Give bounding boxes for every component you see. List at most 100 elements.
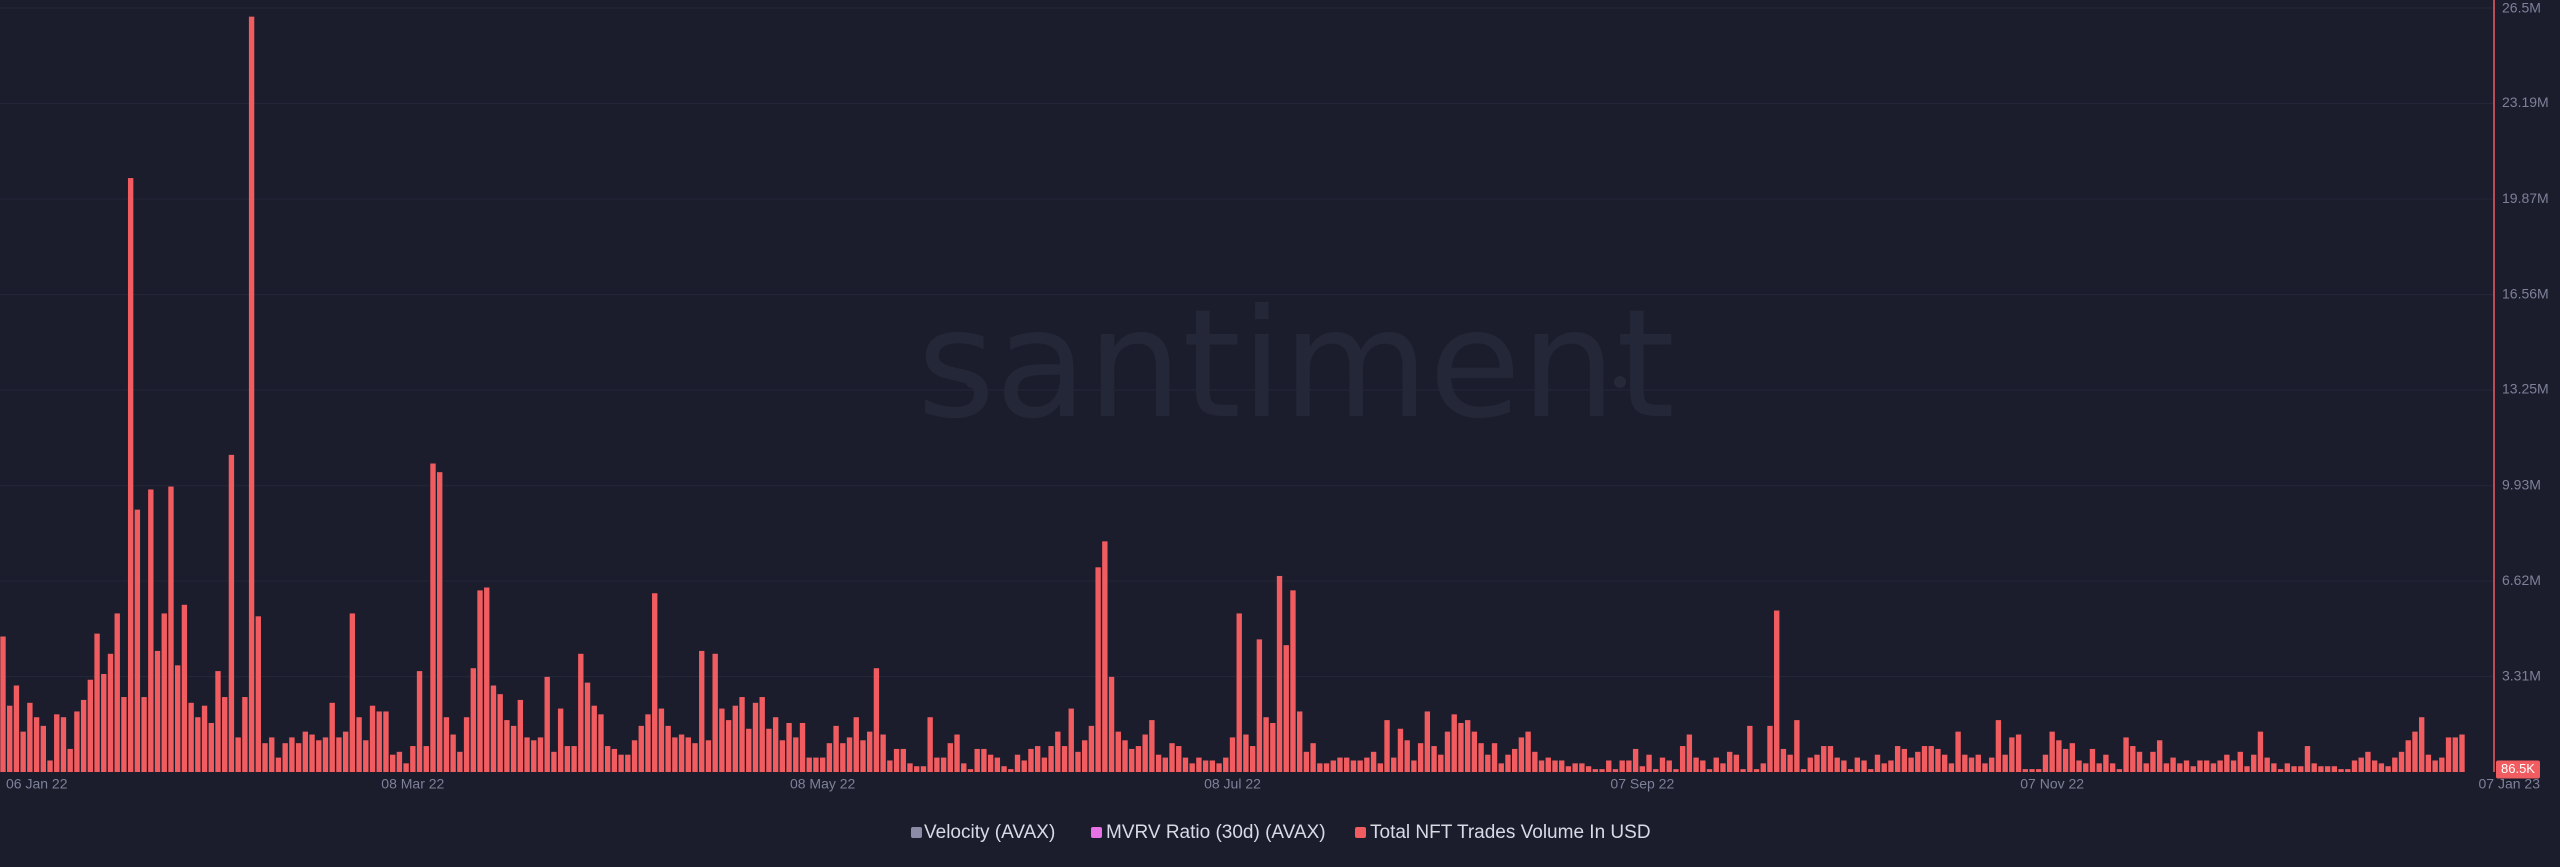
- latest-value-label: 86.5K: [2501, 761, 2535, 776]
- bar: [302, 731, 309, 772]
- bar: [107, 653, 114, 772]
- bar: [1626, 760, 1632, 772]
- bar: [1384, 720, 1390, 772]
- bar: [2244, 766, 2250, 772]
- legend-label: Velocity (AVAX): [924, 822, 1055, 843]
- bar: [1014, 754, 1021, 772]
- bar: [309, 734, 315, 772]
- bar: [1458, 722, 1464, 772]
- bar: [94, 633, 100, 772]
- bar: [2264, 757, 2270, 772]
- bar: [699, 650, 705, 772]
- bar: [1713, 757, 1719, 772]
- bar: [2304, 746, 2311, 772]
- x-tick-label: 06 Jan 22: [6, 776, 68, 792]
- bar: [692, 743, 698, 772]
- bar: [2217, 760, 2223, 772]
- bar: [1162, 757, 1169, 772]
- bar: [846, 737, 853, 772]
- bar: [1169, 743, 1175, 772]
- bar: [289, 737, 295, 772]
- bar: [389, 754, 396, 772]
- bar: [1807, 757, 1813, 772]
- bar: [2412, 731, 2418, 772]
- bar: [2210, 763, 2217, 772]
- bar: [2170, 757, 2176, 772]
- y-tick-label: 13.25M: [2502, 381, 2549, 397]
- bar: [2358, 757, 2364, 772]
- bar: [1794, 720, 1800, 772]
- bar: [1861, 760, 1867, 772]
- bar: [208, 722, 214, 772]
- bar: [1989, 757, 1995, 772]
- bar: [2109, 763, 2116, 772]
- bar: [457, 751, 463, 772]
- bar: [2291, 766, 2297, 772]
- bar: [1202, 760, 1209, 772]
- legend-swatch: [1355, 827, 1366, 838]
- bar: [2318, 766, 2324, 772]
- bar: [1612, 769, 1619, 772]
- bar: [1559, 760, 1565, 772]
- bar: [101, 673, 107, 772]
- bar: [860, 740, 866, 772]
- bar: [497, 694, 503, 772]
- bar: [336, 737, 342, 772]
- bar: [1357, 760, 1363, 772]
- bar: [1209, 760, 1216, 772]
- bar: [376, 711, 382, 772]
- bar: [1572, 763, 1578, 772]
- bar: [2069, 743, 2076, 772]
- bar: [1511, 748, 1518, 772]
- bar: [1639, 766, 1646, 772]
- bar: [1021, 760, 1027, 772]
- bar: [2177, 763, 2183, 772]
- bar: [1411, 760, 1417, 772]
- bar: [1827, 746, 1834, 772]
- bar: [188, 702, 194, 772]
- bar: [1948, 763, 1955, 772]
- bar: [967, 769, 974, 772]
- labels: 3.31M 6.62M 9.93M 13.25M 16.56M 19.87M 23.19M 2…: [6, 0, 2549, 792]
- bar: [759, 697, 765, 772]
- bar: [1915, 751, 1921, 772]
- bar: [2284, 763, 2291, 772]
- bar: [1256, 639, 1263, 772]
- bar: [1700, 760, 1706, 772]
- bar: [282, 743, 288, 772]
- bar: [652, 593, 658, 772]
- bar: [7, 705, 13, 772]
- bar: [1041, 757, 1048, 772]
- bar: [2345, 769, 2351, 772]
- bar: [1397, 728, 1404, 772]
- bar: [1317, 763, 1323, 772]
- bar: [222, 697, 228, 772]
- bar: [517, 699, 524, 772]
- bar: [13, 685, 20, 772]
- bar: [1296, 711, 1303, 772]
- bar: [1874, 754, 1881, 772]
- bar: [1404, 740, 1410, 772]
- bar: [2156, 740, 2163, 772]
- bar: [934, 757, 940, 772]
- bar: [248, 16, 255, 773]
- bar: [1995, 720, 2002, 772]
- bar: [1894, 746, 1901, 772]
- bar: [1102, 541, 1108, 772]
- bar: [1008, 769, 1014, 772]
- bar: [423, 746, 429, 772]
- bar: [1276, 575, 1283, 772]
- bar: [87, 679, 94, 772]
- bar: [1491, 743, 1498, 772]
- bar: [1471, 731, 1478, 772]
- bar: [2197, 760, 2203, 772]
- bar: [1189, 763, 1195, 772]
- bar: [1679, 746, 1686, 772]
- bar: [1075, 751, 1081, 772]
- bar: [2056, 740, 2062, 772]
- legend-swatch: [1091, 827, 1102, 838]
- bar: [840, 743, 846, 772]
- bar: [80, 699, 87, 772]
- bar: [2298, 766, 2304, 772]
